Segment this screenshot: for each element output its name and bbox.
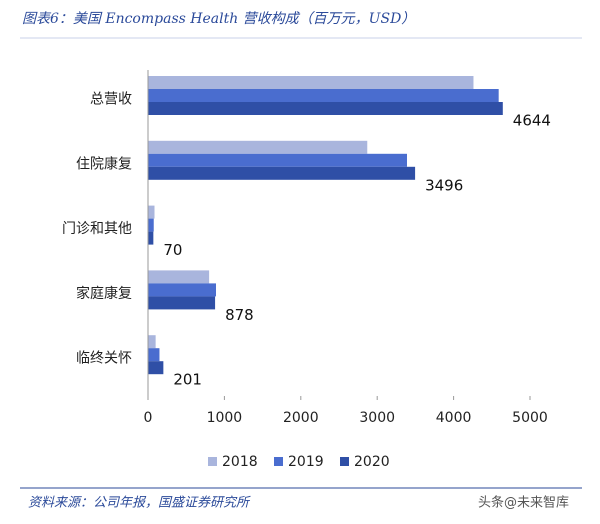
bar: [148, 205, 155, 219]
legend-label: 2019: [288, 454, 324, 470]
chart-title: 图表6：美国 Encompass Health 营收构成（百万元，USD）: [22, 11, 415, 27]
bar: [148, 296, 216, 310]
category-label: 临终关怀: [76, 351, 132, 367]
x-tick-label: 1000: [207, 410, 243, 426]
x-tick-label: 2000: [283, 410, 319, 426]
bar: [148, 76, 474, 89]
category-label: 家庭康复: [76, 285, 132, 302]
x-tick-label: 4000: [436, 410, 472, 426]
category-label: 总营收: [90, 92, 132, 108]
legend-swatch: [208, 457, 217, 466]
legend-swatch: [274, 457, 283, 466]
value-label: 878: [225, 306, 254, 324]
bar: [148, 218, 154, 232]
bar: [148, 361, 164, 375]
bar: [148, 283, 216, 297]
x-tick-label: 5000: [512, 410, 548, 426]
bar: [148, 140, 368, 154]
value-label: 70: [163, 241, 182, 259]
value-label: 3496: [425, 176, 463, 194]
x-tick-label: 0: [144, 410, 153, 426]
bar: [148, 89, 499, 102]
value-label: 201: [173, 371, 202, 389]
legend-swatch: [340, 457, 349, 466]
bar: [148, 348, 160, 362]
x-tick-label: 3000: [359, 410, 395, 426]
source-note: 资料来源：公司年报，国盛证券研究所: [28, 495, 251, 511]
value-label: 4644: [513, 112, 551, 130]
category-label: 住院康复: [76, 155, 132, 172]
legend-label: 2018: [222, 454, 258, 470]
bar: [148, 335, 156, 349]
watermark: 头条@未来智库: [478, 495, 569, 511]
bar: [148, 166, 416, 180]
bar: [148, 231, 154, 245]
category-label: 门诊和其他: [62, 221, 132, 237]
bar: [148, 102, 503, 115]
bar: [148, 270, 210, 284]
legend-label: 2020: [354, 454, 390, 470]
bar: [148, 153, 407, 167]
